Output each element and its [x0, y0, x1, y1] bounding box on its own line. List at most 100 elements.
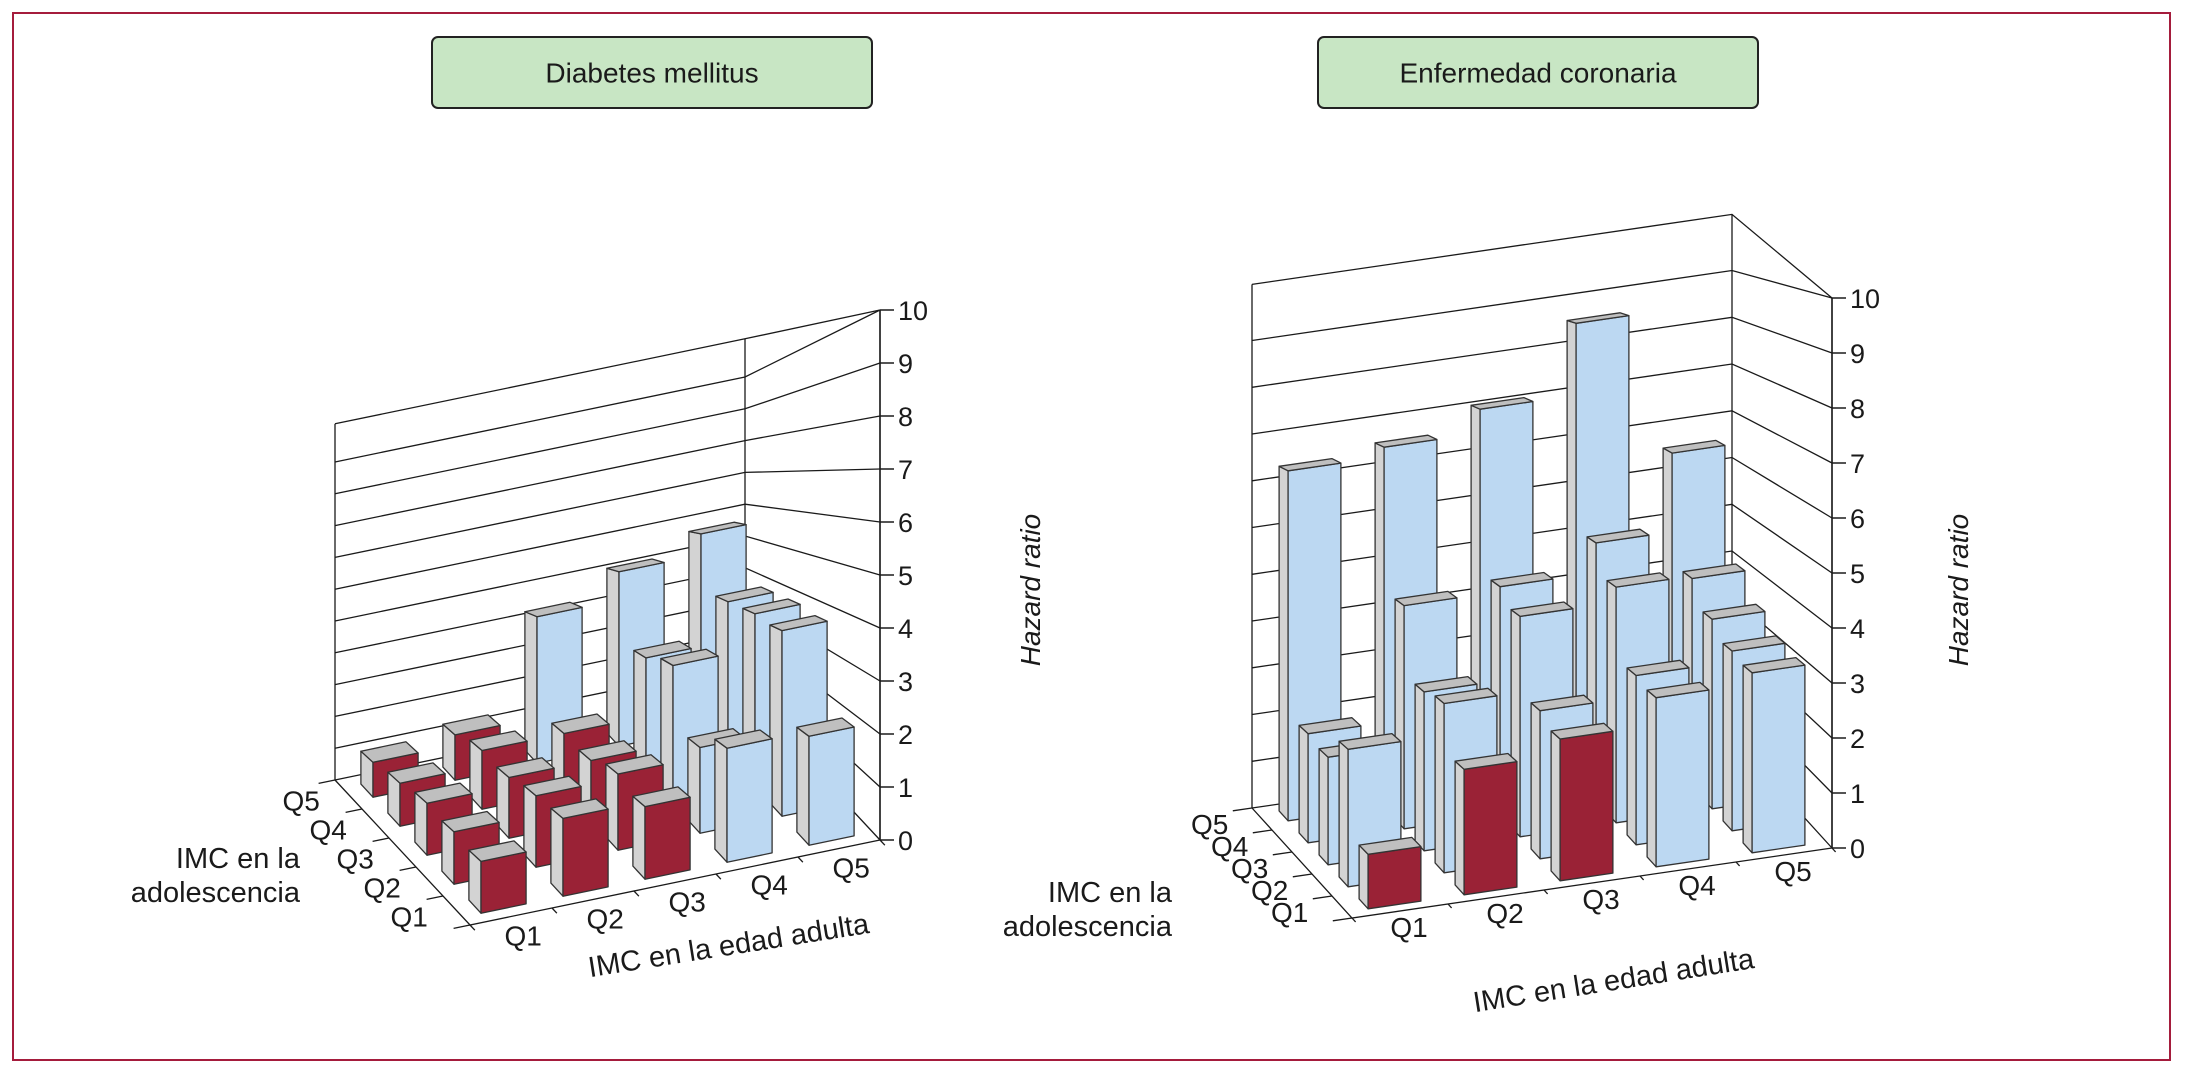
figure-frame — [12, 12, 2171, 1061]
y-tick — [1312, 895, 1333, 900]
bar-q4-q1 — [1646, 681, 1710, 868]
chart-title: Enfermedad coronaria — [1399, 58, 1676, 89]
bar-side-face — [714, 738, 728, 863]
x-category-label: Q3 — [1582, 884, 1619, 915]
x-category-label: Q3 — [668, 887, 705, 918]
z-axis-title: Hazard ratio — [1015, 514, 1046, 667]
bar-front-face — [1463, 760, 1518, 896]
bar-q5-q1 — [1742, 656, 1806, 854]
bar-front-face — [808, 726, 855, 846]
bar-front-face — [1751, 664, 1806, 854]
x-tick — [715, 873, 722, 880]
bar-top-face — [715, 586, 774, 603]
gridline — [1251, 269, 1833, 342]
bar-top-face — [1702, 603, 1766, 620]
z-tick-label: 2 — [1850, 724, 1865, 754]
z-tick-label: 5 — [898, 561, 913, 591]
y-tick — [453, 924, 471, 930]
x-tick — [879, 839, 886, 846]
bar-top-face — [1414, 675, 1478, 693]
bar-side-face — [1338, 740, 1349, 888]
z-tick-label: 3 — [1850, 669, 1865, 699]
bar-top-face — [468, 840, 527, 863]
bar-top-face — [1278, 457, 1342, 472]
x-category-label: Q1 — [504, 921, 541, 952]
y-tick — [1232, 807, 1253, 812]
x-axis-title: IMC en la edad adulta — [586, 908, 872, 984]
y-category-label: Q4 — [1211, 831, 1248, 862]
bar-side-face — [1646, 689, 1657, 868]
y-tick — [1252, 829, 1273, 834]
bar-top-face — [469, 730, 528, 752]
bars — [360, 521, 855, 914]
wall-top-edge — [334, 309, 881, 425]
z-tick-label: 6 — [898, 508, 913, 538]
y-category-label: Q3 — [1231, 853, 1268, 884]
bar-top-face — [1510, 601, 1574, 618]
y-tick — [1272, 851, 1293, 856]
bar-side-face — [796, 726, 810, 846]
chart-title-box — [1317, 36, 1759, 109]
bar-top-face — [796, 717, 855, 737]
bar-top-face — [633, 640, 692, 659]
y-tick — [1332, 917, 1353, 922]
bar-side-face — [1358, 844, 1369, 910]
bar-top-face — [688, 521, 747, 535]
bar-top-face — [414, 782, 473, 804]
x-category-label: Q5 — [832, 853, 869, 884]
x-axis-title: IMC en la edad adulta — [1471, 943, 1757, 1019]
bar-top-face — [1566, 312, 1630, 324]
bar-top-face — [1298, 717, 1362, 735]
z-axis-title: Hazard ratio — [1943, 514, 1974, 667]
bar-top-face — [1454, 752, 1518, 770]
z-tick-label: 4 — [898, 614, 913, 644]
y-category-label: Q2 — [1251, 875, 1288, 906]
bar-top-face — [550, 798, 609, 820]
bar-front-face — [644, 796, 691, 880]
bar-top-face — [632, 786, 691, 808]
gridline — [334, 309, 881, 463]
z-tick-label: 5 — [1850, 559, 1865, 589]
y-axis-title: IMC en la adolescencia — [1003, 877, 1173, 943]
bar-top-face — [606, 558, 665, 573]
z-tick-label: 7 — [898, 455, 913, 485]
bar-top-face — [1646, 681, 1710, 699]
chart-title: Diabetes mellitus — [545, 58, 758, 89]
y-category-label: Q2 — [363, 872, 400, 903]
x-tick — [797, 856, 804, 863]
z-tick-label: 0 — [898, 826, 913, 856]
bar-side-face — [1530, 702, 1541, 860]
bar-top-face — [1470, 396, 1534, 410]
bar-top-face — [442, 714, 501, 736]
y-category-label: Q3 — [336, 843, 373, 874]
bar-side-face — [1298, 724, 1309, 844]
bar-side-face — [1550, 730, 1561, 882]
z-tick-label: 3 — [898, 667, 913, 697]
bar-q1-q1 — [1358, 836, 1422, 910]
bar-top-face — [523, 775, 582, 797]
bars — [1278, 312, 1806, 910]
bar-top-face — [1606, 572, 1670, 588]
bar-q2-q1 — [1454, 752, 1518, 896]
bar-front-face — [1367, 845, 1422, 910]
x-tick — [469, 924, 476, 931]
bar-q3-q1 — [632, 786, 691, 880]
bar-top-face — [387, 762, 446, 784]
x-tick — [551, 907, 558, 914]
bar-front-face — [726, 738, 773, 863]
bar-top-face — [714, 729, 773, 749]
bar-q1-q1 — [468, 840, 527, 914]
y-tick — [399, 866, 417, 872]
z-tick-label: 1 — [1850, 779, 1865, 809]
bar-side-face — [606, 567, 620, 747]
bar-top-face — [742, 598, 801, 615]
bar-top-face — [1490, 571, 1554, 588]
y-category-label: Q5 — [1191, 809, 1228, 840]
x-tick — [1447, 903, 1453, 909]
bar-q2-q1 — [550, 798, 609, 897]
bar-front-face — [480, 851, 527, 914]
bar-side-face — [1626, 667, 1637, 846]
z-tick-label: 9 — [898, 349, 913, 379]
bar-side-face — [632, 795, 646, 880]
